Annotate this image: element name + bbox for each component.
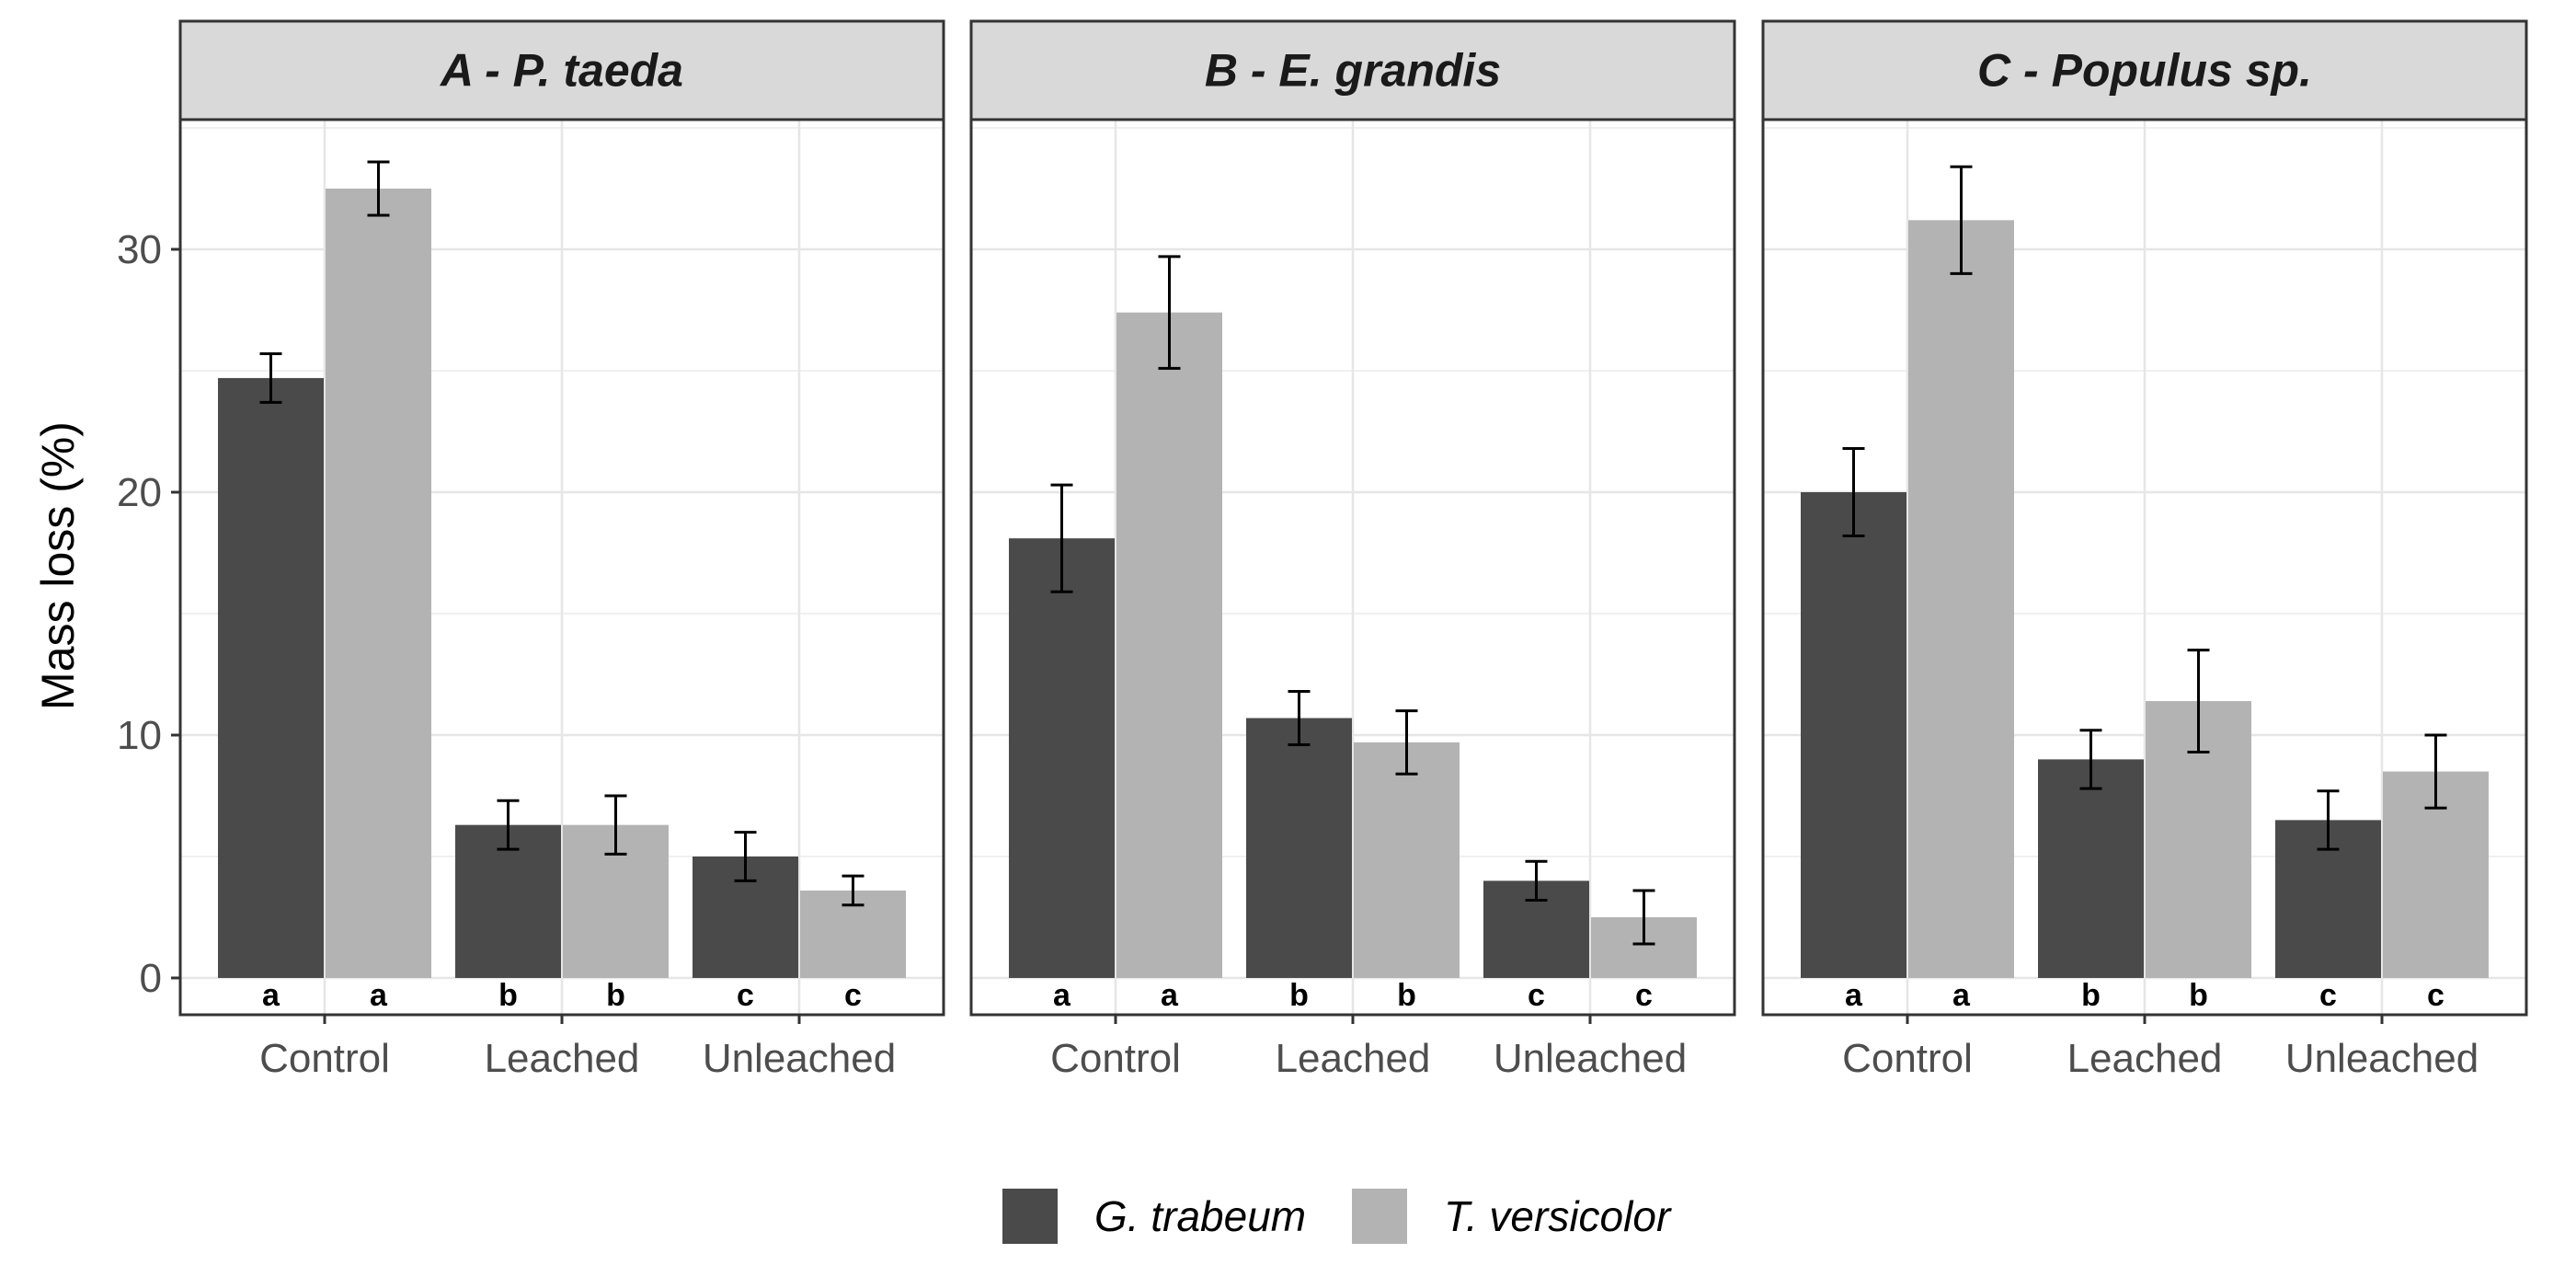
y-tick-label: 30 <box>117 227 162 272</box>
y-tick-label: 0 <box>140 956 162 1001</box>
bar-tversicolor-control <box>1908 220 2014 978</box>
significance-letter: c <box>1635 978 1653 1013</box>
legend-label: G. trabeum <box>1094 1192 1306 1240</box>
panel-3: C - Populus sp. a b c a b c Control Leached Unlea… <box>1761 19 2528 1081</box>
bar-gtrabeum-leached <box>1246 718 1352 978</box>
y-tick-label: 20 <box>117 470 162 515</box>
bars: a b ca b c <box>218 160 906 1013</box>
panel-title: B - E. grandis <box>1205 45 1501 97</box>
error-bar <box>1525 859 1548 903</box>
error-bar <box>259 352 282 404</box>
legend-key <box>1352 1189 1407 1244</box>
x-axis: Control Leached Unleached <box>1050 1015 1687 1081</box>
y-tick-label: 10 <box>117 713 162 758</box>
panel-2: B - E. grandis a b c a b c Control Leached Unleac… <box>969 19 1736 1081</box>
significance-letter: a <box>1845 978 1863 1013</box>
significance-letter: c <box>2427 978 2444 1013</box>
significance-letter: a <box>262 978 280 1013</box>
error-bar <box>2187 649 2210 753</box>
significance-letter: b <box>2189 978 2208 1013</box>
error-bar <box>2079 729 2102 790</box>
x-tick-label: Unleached <box>703 1036 896 1081</box>
significance-letter: c <box>844 978 862 1013</box>
legend-key <box>1002 1189 1058 1244</box>
legend-label: T. versicolor <box>1444 1192 1672 1240</box>
panel-strip <box>178 19 945 121</box>
significance-letter: c <box>1528 978 1545 1013</box>
significance-letter: b <box>1289 978 1309 1013</box>
panel-title: C - Populus sp. <box>1977 45 2312 97</box>
x-tick-label: Leached <box>1276 1036 1431 1081</box>
x-tick-label: Control <box>1842 1036 1973 1081</box>
significance-letter: b <box>606 978 625 1013</box>
y-axis: 0 10 20 30 <box>117 227 180 1001</box>
x-tick-label: Leached <box>2067 1036 2223 1081</box>
error-bar <box>1632 889 1655 946</box>
bars: a b ca b c <box>1009 255 1697 1013</box>
error-bar <box>1842 446 1865 538</box>
significance-letter: a <box>370 978 388 1013</box>
x-tick-label: Leached <box>485 1036 640 1081</box>
error-bar <box>604 794 627 856</box>
bar-tversicolor-leached <box>1354 742 1460 978</box>
significance-letter: b <box>498 978 518 1013</box>
significance-letter: b <box>2081 978 2101 1013</box>
significance-letter: c <box>737 978 754 1013</box>
error-bar <box>1050 483 1073 593</box>
x-tick-label: Unleached <box>2285 1036 2479 1081</box>
panel-1: A - P. taeda a b c a b c Control Leached Unleache… <box>117 19 945 1081</box>
error-bar <box>1288 689 1311 747</box>
x-tick-label: Unleached <box>1494 1036 1687 1081</box>
x-axis: Control Leached Unleached <box>1842 1015 2479 1081</box>
panel-title: A - P. taeda <box>439 45 683 97</box>
x-axis: Control Leached Unleached <box>259 1015 896 1081</box>
error-bar <box>1158 255 1181 370</box>
significance-letter: b <box>1397 978 1416 1013</box>
error-bar <box>2424 733 2447 810</box>
error-bar <box>841 874 864 907</box>
y-axis-label: Mass loss (%) <box>32 421 84 710</box>
error-bar <box>2317 789 2340 851</box>
error-bar <box>497 799 520 851</box>
error-bar <box>1395 709 1418 776</box>
legend: G. trabeum T. versicolor <box>1002 1189 1672 1244</box>
bar-gtrabeum-control <box>1009 538 1115 978</box>
bar-gtrabeum-control <box>1801 492 1906 978</box>
error-bar <box>734 831 757 882</box>
error-bar <box>367 160 390 217</box>
bar-gtrabeum-leached <box>2038 759 2144 978</box>
x-tick-label: Control <box>1050 1036 1181 1081</box>
error-bar <box>1950 165 1973 275</box>
significance-letter: a <box>1952 978 1971 1013</box>
bar-tversicolor-control <box>1116 312 1222 978</box>
significance-letter: a <box>1161 978 1179 1013</box>
bars: a b ca b c <box>1801 165 2489 1013</box>
bar-tversicolor-control <box>326 189 431 978</box>
panel-strip <box>1761 19 2528 121</box>
bar-gtrabeum-control <box>218 377 324 978</box>
facet-panels: A - P. taeda a b c a b c Control Leached Unleache… <box>117 19 2528 1081</box>
x-tick-label: Control <box>259 1036 390 1081</box>
significance-letter: c <box>2319 978 2337 1013</box>
significance-letter: a <box>1053 978 1071 1013</box>
